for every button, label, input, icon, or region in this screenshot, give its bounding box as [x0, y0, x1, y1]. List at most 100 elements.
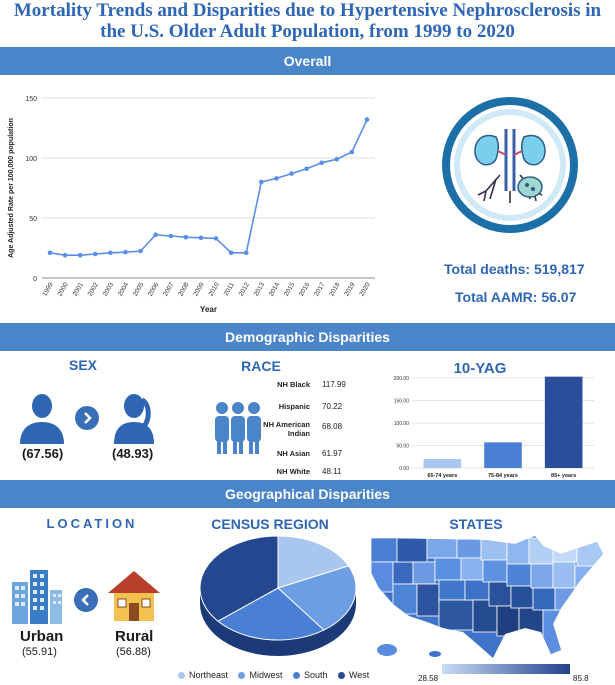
data-point: [349, 149, 355, 155]
y-tick-label: 150: [25, 96, 37, 103]
female-value: (48.93): [112, 446, 154, 461]
data-point: [289, 171, 294, 176]
legend-item: Northeast: [178, 670, 228, 680]
yag-heading: 10-YAG: [453, 360, 507, 377]
race-label: NH White: [276, 467, 310, 476]
x-tick-label: 2017: [313, 281, 326, 297]
x-axis-label: Year: [200, 305, 217, 314]
race-label: NH American Indian: [263, 420, 310, 438]
y-tick-label: 0: [33, 276, 37, 283]
x-tick-label: 2000: [57, 281, 70, 297]
race-value: 70.22: [322, 402, 343, 411]
x-tick-label: 2020: [358, 281, 371, 297]
bar: [544, 376, 583, 468]
data-point: [304, 166, 309, 172]
data-point: [319, 160, 325, 166]
pie-slice: [277, 535, 350, 589]
census-legend: Northeast Midwest South West: [178, 665, 378, 683]
x-tick-label: 65-74 years: [427, 473, 457, 479]
x-tick-label: 2012: [238, 281, 251, 297]
chevron-right-icon: [75, 406, 99, 430]
y-tick-label: 200.00: [394, 376, 410, 382]
y-axis-label: Age Adjusted Rate per 100,000 population: [8, 118, 15, 258]
house-icon: [108, 571, 160, 621]
x-tick-label: 2019: [343, 281, 356, 297]
y-tick-label: 50.00: [396, 444, 409, 450]
chevron-left-icon: [74, 588, 98, 612]
urban-label: Urban: [20, 628, 64, 645]
scale-max-label: 85.8: [573, 674, 589, 683]
data-point: [138, 248, 143, 254]
bar: [423, 459, 462, 468]
data-point: [274, 176, 279, 181]
overall-band: Overall: [0, 47, 615, 75]
x-tick-label: 2010: [207, 281, 220, 297]
y-tick-label: 100.00: [394, 421, 410, 427]
census-region-pie-chart: [199, 535, 357, 656]
page-title: Mortality Trends and Disparities due to …: [0, 0, 615, 42]
data-point: [153, 232, 158, 238]
race-label: Hispanic: [278, 402, 310, 411]
x-tick-label: 2004: [117, 281, 130, 297]
x-tick-label: 2001: [72, 281, 85, 297]
data-point: [228, 250, 234, 256]
x-tick-label: 2018: [328, 281, 341, 297]
x-tick-label: 2005: [132, 281, 145, 297]
x-tick-label: 2011: [223, 281, 236, 297]
x-tick-label: 2003: [102, 281, 115, 297]
data-point: [334, 156, 340, 162]
data-point: [62, 252, 68, 258]
group-people-icon: [215, 402, 261, 454]
x-tick-label: 85+ years: [551, 473, 576, 479]
x-tick-label: 2002: [87, 281, 100, 297]
race-label: NH Asian: [276, 449, 310, 458]
x-tick-label: 2016: [298, 281, 311, 297]
data-point: [47, 250, 53, 256]
title-line-2: the U.S. Older Adult Population, from 19…: [100, 21, 515, 42]
x-tick-label: 2006: [147, 281, 160, 297]
total-aamr: Total AAMR: 56.07: [455, 289, 577, 305]
states-color-scale: [442, 664, 570, 674]
city-buildings-icon: [12, 570, 62, 624]
location-heading: LOCATION: [46, 516, 138, 531]
kidney-icon: [442, 97, 578, 233]
x-tick-label: 2014: [268, 281, 281, 297]
data-point: [364, 117, 370, 122]
data-point: [77, 252, 83, 258]
age-group-bar-chart: 0.00 50.00 100.00 150.00 200.00 65-74 years 75…: [394, 376, 594, 479]
demographic-band: Demographic Disparities: [0, 323, 615, 351]
race-heading: RACE: [241, 358, 281, 374]
urban-value: (55.91): [22, 646, 57, 658]
data-point: [183, 234, 189, 240]
sex-heading: SEX: [68, 357, 97, 373]
data-point: [243, 250, 249, 256]
race-value: 61.97: [322, 449, 343, 458]
rural-value: (56.88): [116, 646, 151, 658]
race-value: 117.99: [322, 380, 346, 389]
data-point: [123, 249, 128, 255]
legend-item: West: [337, 670, 369, 680]
scale-min-label: 28.58: [418, 674, 439, 683]
total-deaths: Total deaths: 519,817: [444, 261, 585, 277]
data-point: [108, 250, 113, 256]
x-tick-label: 2007: [162, 281, 175, 297]
race-label: NH Black: [277, 380, 310, 389]
pie-slice: [199, 535, 279, 622]
title-line-1: Mortality Trends and Disparities due to …: [13, 0, 602, 21]
pie-slice: [217, 587, 325, 641]
x-tick-label: 2015: [283, 281, 296, 297]
female-person-icon: [114, 394, 154, 444]
data-point: [92, 251, 98, 257]
pie-side: [200, 588, 356, 656]
race-value: 48.11: [322, 467, 342, 476]
y-tick-label: 50: [29, 216, 37, 223]
x-tick-label: 75-84 years: [488, 473, 518, 479]
y-tick-label: 100: [25, 156, 37, 163]
male-person-icon: [20, 394, 64, 444]
us-map-icon: [371, 536, 603, 658]
x-tick-label: 2008: [177, 281, 190, 297]
x-tick-label: 2009: [192, 281, 205, 297]
y-tick-label: 150.00: [394, 399, 410, 405]
data-point: [213, 236, 219, 241]
